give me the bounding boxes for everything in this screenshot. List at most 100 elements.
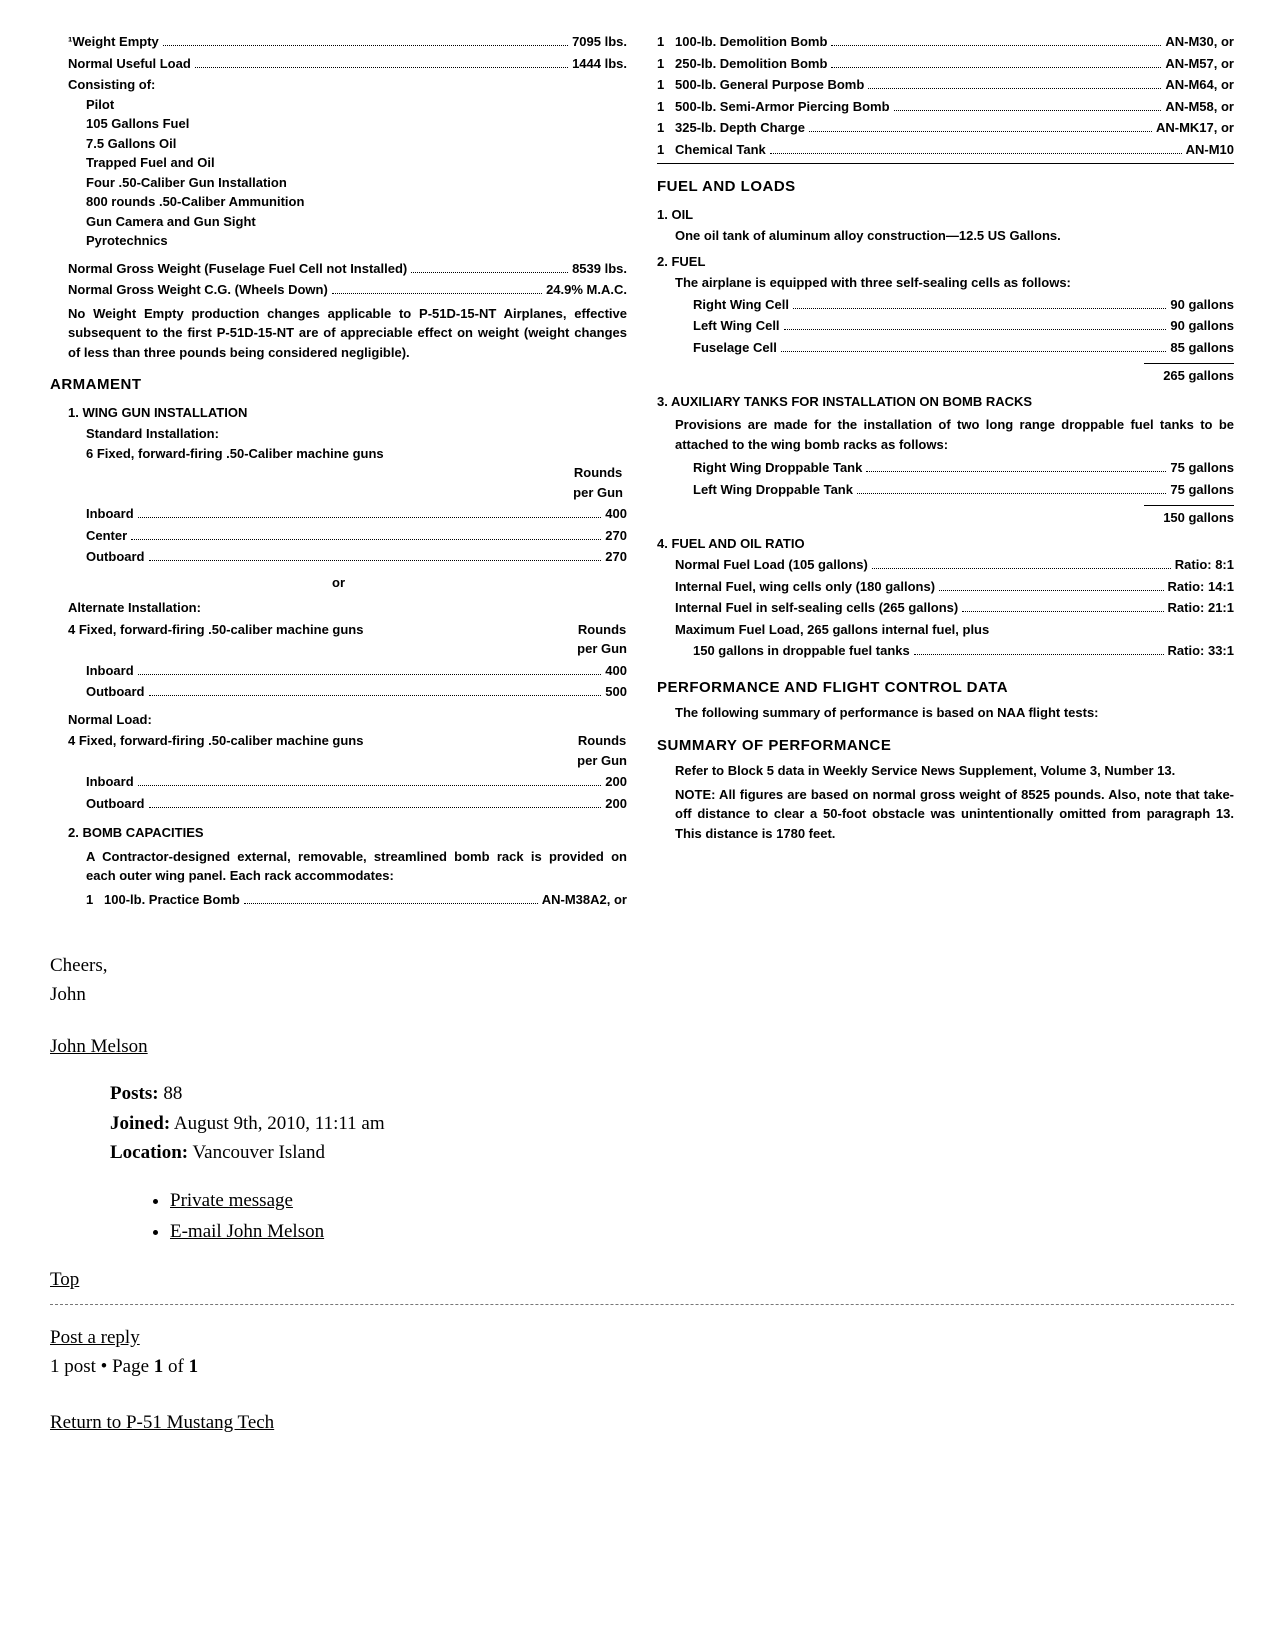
fuel-loads-heading: FUEL AND LOADS (657, 176, 1234, 199)
dot-row-value: 400 (605, 504, 627, 524)
summary-p2: NOTE: All figures are based on normal gr… (657, 785, 1234, 844)
dot-row-label: Normal Fuel Load (105 gallons) (675, 555, 868, 575)
dot-row-value: 85 gallons (1170, 338, 1234, 358)
dot-leader (831, 45, 1161, 46)
user-meta: Posts: 88 Joined: August 9th, 2010, 11:1… (110, 1079, 1234, 1167)
aux-head: 3. AUXILIARY TANKS FOR INSTALLATION ON B… (657, 392, 1234, 412)
post-divider (50, 1304, 1234, 1305)
list-item: Private message (170, 1186, 1234, 1215)
summary-p1: Refer to Block 5 data in Weekly Service … (657, 761, 1234, 781)
alt-rows: Inboard400Outboard500 (50, 661, 627, 702)
ratio-extra-row-value: Ratio: 33:1 (1168, 641, 1234, 661)
dot-row-value: 270 (605, 547, 627, 567)
bomb-rows-right: 1100-lb. Demolition BombAN-M30, or1250-l… (657, 32, 1234, 159)
dot-leader (894, 110, 1162, 111)
dot-leader (149, 560, 602, 561)
rounds-h2: per Gun (573, 483, 623, 503)
page-info-b: 1 (154, 1356, 164, 1377)
dot-row: Left Wing Droppable Tank75 gallons (693, 480, 1234, 500)
dot-leader (149, 695, 602, 696)
perf-intro: The following summary of performance is … (657, 703, 1234, 723)
top-link[interactable]: Top (50, 1269, 79, 1290)
dot-row-label: Right Wing Cell (693, 295, 789, 315)
dot-row: Outboard 270 (86, 547, 627, 567)
dot-row: Inboard400 (86, 504, 627, 524)
summary-heading: SUMMARY OF PERFORMANCE (657, 735, 1234, 758)
alt-install-label: Alternate Installation: (50, 598, 627, 618)
perf-heading: PERFORMANCE AND FLIGHT CONTROL DATA (657, 677, 1234, 700)
dot-row-label: Outboard (86, 794, 145, 814)
dot-row-label: Outboard (86, 547, 145, 567)
dot-leader (770, 153, 1182, 154)
useful-load-row: Normal Useful Load 1444 lbs. (50, 54, 627, 74)
forum-section: Cheers, John John Melson Posts: 88 Joine… (50, 951, 1234, 1437)
bomb-label: 250-lb. Demolition Bomb (675, 54, 827, 74)
wing-gun-head: 1. WING GUN INSTALLATION (50, 403, 627, 423)
user-action-links: Private message E-mail John Melson (170, 1186, 1234, 1247)
oil-text: One oil tank of aluminum alloy construct… (657, 226, 1234, 246)
rounds-h1b: Rounds (578, 622, 626, 637)
dot-row: Right Wing Droppable Tank75 gallons (693, 458, 1234, 478)
aux-rows: Right Wing Droppable Tank75 gallonsLeft … (657, 458, 1234, 499)
rounds-h2c: per Gun (577, 753, 627, 768)
return-link[interactable]: Return to P-51 Mustang Tech (50, 1412, 274, 1433)
bomb-row: 1500-lb. Semi-Armor Piercing BombAN-M58,… (657, 97, 1234, 117)
dot-row-label: Inboard (86, 772, 134, 792)
dot-leader (793, 308, 1166, 309)
dot-leader (872, 568, 1171, 569)
bomb-head: 2. BOMB CAPACITIES (50, 823, 627, 843)
dot-row-value: 270 (605, 526, 627, 546)
location-label: Location: (110, 1142, 188, 1163)
joined-label: Joined: (110, 1113, 170, 1134)
dot-row-value: 75 gallons (1170, 480, 1234, 500)
consisting-item: 105 Gallons Fuel (86, 114, 627, 134)
bomb-value: AN-M64, or (1165, 75, 1234, 95)
dot-row-label: Center (86, 526, 127, 546)
alt-desc-row: 4 Fixed, forward-firing .50-caliber mach… (50, 620, 627, 659)
norm-rows: Inboard200Outboard 200 (50, 772, 627, 813)
page-info-a: 1 post • Page (50, 1356, 154, 1377)
email-user-link[interactable]: E-mail John Melson (170, 1221, 324, 1242)
bomb-rows-left: 1100-lb. Practice BombAN-M38A2, or (50, 890, 627, 910)
dot-row: Fuselage Cell85 gallons (693, 338, 1234, 358)
dot-leader (866, 471, 1166, 472)
bomb-row: 1500-lb. General Purpose Bomb AN-M64, or (657, 75, 1234, 95)
location-row: Location: Vancouver Island (110, 1138, 1234, 1167)
private-message-link[interactable]: Private message (170, 1190, 293, 1211)
ratio-extra-row-label: 150 gallons in droppable fuel tanks (693, 641, 910, 661)
signoff-line1: Cheers, (50, 951, 1234, 980)
dot-leader (138, 785, 602, 786)
dot-row: Center 270 (86, 526, 627, 546)
dot-row-value: 75 gallons (1170, 458, 1234, 478)
dot-row: Internal Fuel, wing cells only (180 gall… (675, 577, 1234, 597)
dot-leader (857, 493, 1166, 494)
bomb-label: 500-lb. General Purpose Bomb (675, 75, 864, 95)
rounds-header: Rounds per Gun (50, 463, 627, 502)
aux-total: 150 gallons (1144, 505, 1234, 528)
fuel-rows: Right Wing Cell 90 gallonsLeft Wing Cell9… (657, 295, 1234, 358)
bomb-qty: 1 (86, 890, 104, 910)
bomb-value: AN-M30, or (1165, 32, 1234, 52)
dot-leader (131, 539, 601, 540)
bomb-qty: 1 (657, 75, 675, 95)
fuel-text: The airplane is equipped with three self… (657, 273, 1234, 293)
username-link[interactable]: John Melson (50, 1036, 148, 1057)
cg-label: Normal Gross Weight C.G. (Wheels Down) (68, 280, 328, 300)
post-reply-link[interactable]: Post a reply (50, 1327, 140, 1348)
dot-row: Outboard 200 (86, 794, 627, 814)
dot-row: Inboard200 (86, 772, 627, 792)
dot-leader (138, 517, 602, 518)
dot-row: Inboard400 (86, 661, 627, 681)
dot-row-value: Ratio: 8:1 (1175, 555, 1234, 575)
dot-row-value: 200 (605, 794, 627, 814)
dot-row: Left Wing Cell90 gallons (693, 316, 1234, 336)
dot-leader (809, 131, 1152, 132)
bomb-value: AN-M58, or (1165, 97, 1234, 117)
dot-row-value: 90 gallons (1170, 295, 1234, 315)
ratio-extra-row: 150 gallons in droppable fuel tanks Rati… (657, 641, 1234, 661)
dot-row-value: 90 gallons (1170, 316, 1234, 336)
consisting-item: Four .50-Caliber Gun Installation (86, 173, 627, 193)
dot-row-value: Ratio: 21:1 (1168, 598, 1234, 618)
dot-row-value: 400 (605, 661, 627, 681)
bomb-row: 1100-lb. Practice BombAN-M38A2, or (86, 890, 627, 910)
